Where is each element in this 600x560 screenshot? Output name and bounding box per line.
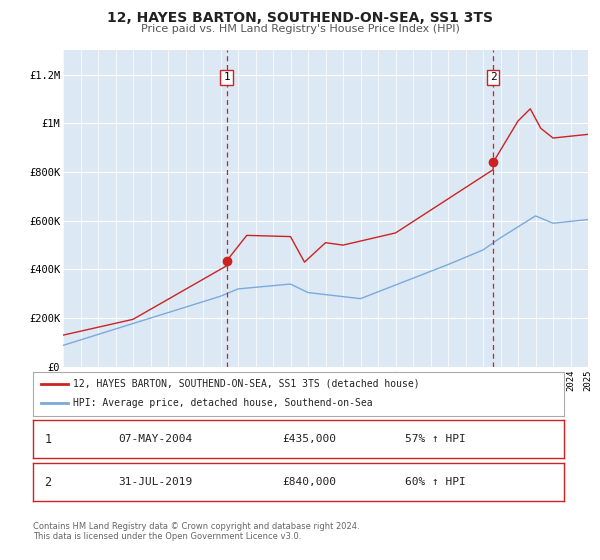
Text: 2: 2 xyxy=(44,475,52,489)
Text: Contains HM Land Registry data © Crown copyright and database right 2024.: Contains HM Land Registry data © Crown c… xyxy=(33,522,359,531)
Text: 57% ↑ HPI: 57% ↑ HPI xyxy=(404,434,466,444)
Text: HPI: Average price, detached house, Southend-on-Sea: HPI: Average price, detached house, Sout… xyxy=(73,398,373,408)
Text: 12, HAYES BARTON, SOUTHEND-ON-SEA, SS1 3TS (detached house): 12, HAYES BARTON, SOUTHEND-ON-SEA, SS1 3… xyxy=(73,379,419,389)
Text: 1: 1 xyxy=(223,72,230,82)
Text: 07-MAY-2004: 07-MAY-2004 xyxy=(118,434,192,444)
Text: Price paid vs. HM Land Registry's House Price Index (HPI): Price paid vs. HM Land Registry's House … xyxy=(140,24,460,34)
Text: 31-JUL-2019: 31-JUL-2019 xyxy=(118,477,192,487)
Text: 1: 1 xyxy=(44,432,52,446)
Text: 60% ↑ HPI: 60% ↑ HPI xyxy=(404,477,466,487)
Text: £840,000: £840,000 xyxy=(283,477,337,487)
Text: 12, HAYES BARTON, SOUTHEND-ON-SEA, SS1 3TS: 12, HAYES BARTON, SOUTHEND-ON-SEA, SS1 3… xyxy=(107,11,493,25)
Text: £435,000: £435,000 xyxy=(283,434,337,444)
Text: 2: 2 xyxy=(490,72,497,82)
Text: This data is licensed under the Open Government Licence v3.0.: This data is licensed under the Open Gov… xyxy=(33,532,301,541)
